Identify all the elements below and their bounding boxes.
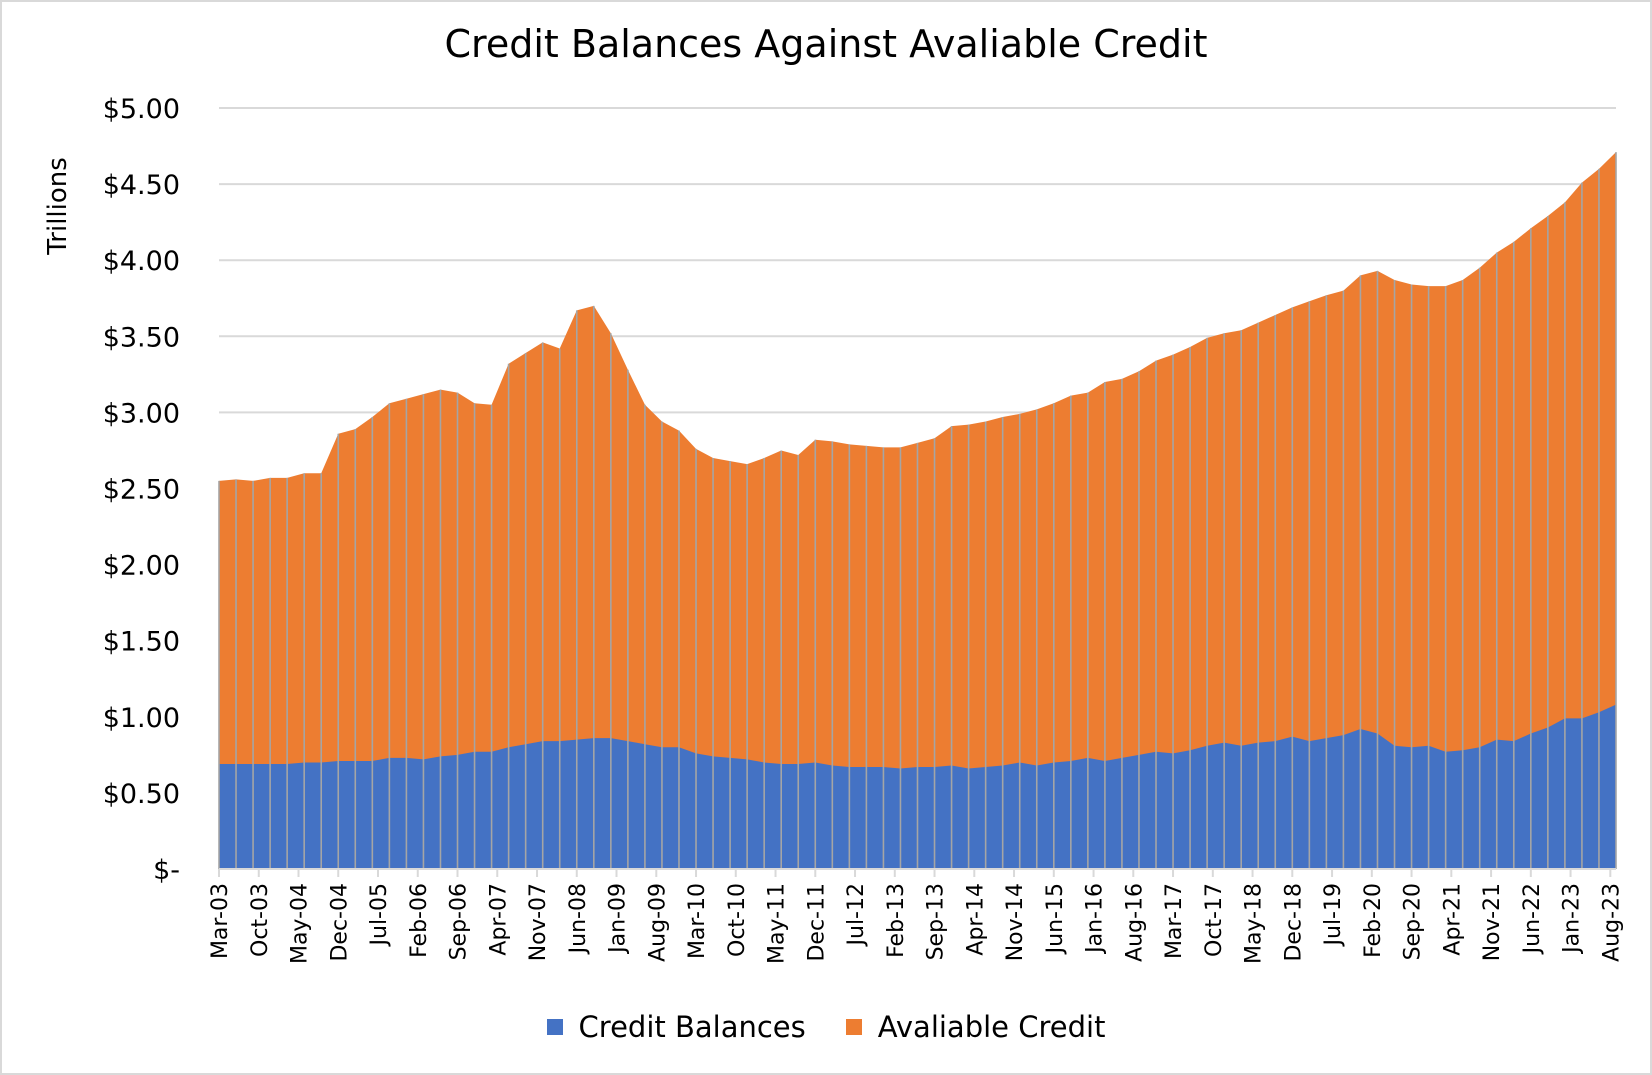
x-tick-label: Feb-06 xyxy=(407,883,432,958)
legend-item-credit-balances[interactable]: Credit Balances xyxy=(546,1010,806,1044)
y-tick-label: $1.50 xyxy=(103,627,180,658)
x-tick-label: Aug-23 xyxy=(1599,883,1624,962)
x-tick-label: May-04 xyxy=(288,883,313,964)
legend-label: Avaliable Credit xyxy=(877,1010,1106,1044)
x-tick-label: Jul-05 xyxy=(367,883,392,947)
x-tick-label: Dec-11 xyxy=(804,883,829,962)
y-tick-label: $2.50 xyxy=(103,475,180,506)
legend-item-available-credit[interactable]: Avaliable Credit xyxy=(845,1010,1106,1044)
x-tick-label: May-11 xyxy=(765,883,790,964)
x-tick-label: Nov-07 xyxy=(526,883,551,961)
x-tick-label: Sep-13 xyxy=(924,883,949,960)
x-tick-label: Oct-03 xyxy=(248,883,273,957)
y-tick-label: $2.00 xyxy=(103,551,180,582)
x-tick-label: Sep-06 xyxy=(447,883,472,960)
x-tick-label: Oct-17 xyxy=(1202,883,1227,957)
x-tick-label: Mar-17 xyxy=(1162,883,1187,959)
y-tick-label: $4.50 xyxy=(103,170,180,201)
legend-swatch-orange xyxy=(845,1019,862,1035)
legend-swatch-blue xyxy=(546,1019,563,1035)
x-tick-label: Dec-04 xyxy=(327,883,352,962)
x-tick-label: Apr-21 xyxy=(1440,883,1465,956)
x-tick-label: Jan-16 xyxy=(1083,883,1108,955)
y-tick-label: $3.00 xyxy=(103,398,180,429)
legend-label: Credit Balances xyxy=(578,1010,806,1044)
x-tick-label: Jul-19 xyxy=(1321,883,1346,947)
x-tick-label: Apr-07 xyxy=(486,883,511,956)
x-tick-label: Dec-18 xyxy=(1281,883,1306,962)
x-tick-label: Nov-14 xyxy=(1003,883,1028,961)
y-tick-label: $1.00 xyxy=(103,703,180,734)
x-tick-label: Jun-08 xyxy=(566,883,591,955)
x-tick-label: Jun-15 xyxy=(1043,883,1068,955)
x-tick-label: Jan-09 xyxy=(606,883,631,955)
y-tick-label: $- xyxy=(153,855,180,886)
x-tick-label: Sep-20 xyxy=(1401,883,1426,960)
legend: Credit Balances Avaliable Credit xyxy=(0,1010,1652,1044)
y-tick-label: $3.50 xyxy=(103,322,180,353)
x-tick-label: Oct-10 xyxy=(725,883,750,957)
x-tick-label: May-18 xyxy=(1242,883,1267,964)
x-tick-label: Feb-13 xyxy=(884,883,909,958)
x-tick-label: Mar-03 xyxy=(208,883,233,959)
x-tick-label: Apr-14 xyxy=(963,883,988,956)
x-tick-label: Nov-21 xyxy=(1480,883,1505,961)
x-tick-label: Jul-12 xyxy=(844,883,869,947)
x-tick-label: Aug-09 xyxy=(645,883,670,962)
x-tick-label: Jan-23 xyxy=(1560,883,1585,955)
y-tick-label: $0.50 xyxy=(103,779,180,810)
y-tick-label: $4.00 xyxy=(103,246,180,277)
x-tick-label: Feb-20 xyxy=(1361,883,1386,958)
x-tick-label: Jun-22 xyxy=(1520,883,1545,955)
chart-title: Credit Balances Against Avaliable Credit xyxy=(444,22,1208,66)
y-tick-label: $5.00 xyxy=(103,94,180,125)
x-tick-label: Aug-16 xyxy=(1122,883,1147,962)
x-tick-label: Mar-10 xyxy=(685,883,710,959)
